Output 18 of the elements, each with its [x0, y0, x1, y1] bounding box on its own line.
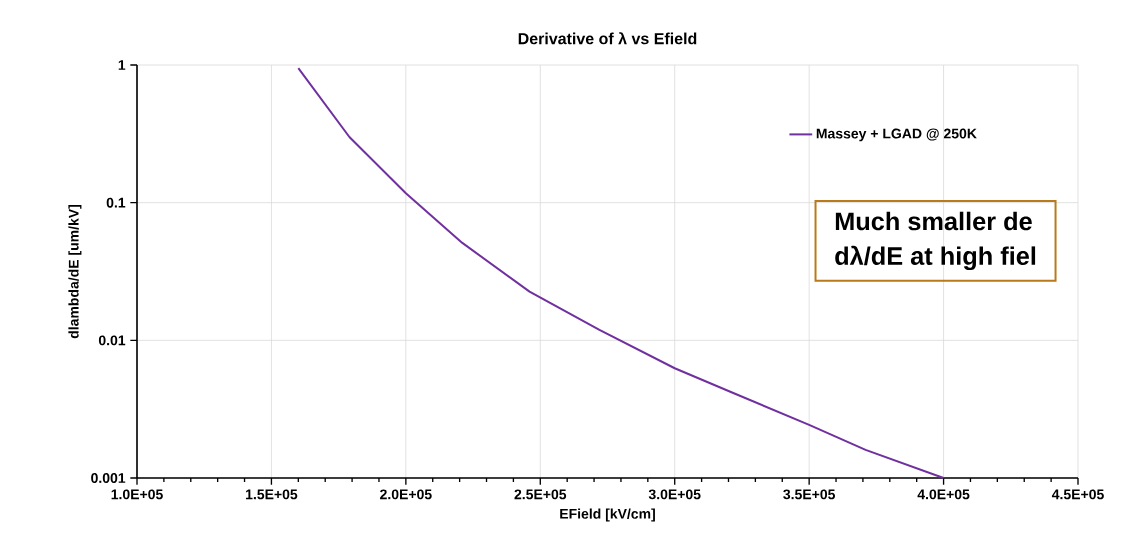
x-tick-label: 4.5E+05 — [1051, 489, 1104, 500]
y-tick-label: 0.1 — [106, 197, 126, 208]
x-tick-label: 4.0E+05 — [917, 489, 970, 500]
chart-title: Derivative of λ vs Efield — [518, 32, 697, 45]
x-axis-title: EField [kV/cm] — [560, 508, 655, 522]
x-tick-label: 2.0E+05 — [380, 489, 432, 500]
annotation: Much smaller de — [835, 211, 1032, 231]
x-tick-label: 3.5E+05 — [783, 489, 836, 500]
y-axis-title: dlambda/dE [um/kV] — [68, 205, 82, 339]
x-tick-label: 1.0E+05 — [111, 489, 163, 500]
x-tick-label: 1.5E+05 — [246, 489, 298, 500]
annotation: dλ/dE at high fiel — [835, 245, 1036, 271]
x-tick-label: 3.0E+05 — [648, 489, 701, 500]
legend-label: Massey + LGAD @ 250K — [816, 128, 977, 142]
y-tick-label: 1 — [118, 60, 126, 70]
y-tick-label: 0.01 — [98, 335, 126, 346]
y-tick-label: 0.001 — [91, 473, 126, 483]
x-tick-label: 2.5E+05 — [514, 489, 567, 500]
